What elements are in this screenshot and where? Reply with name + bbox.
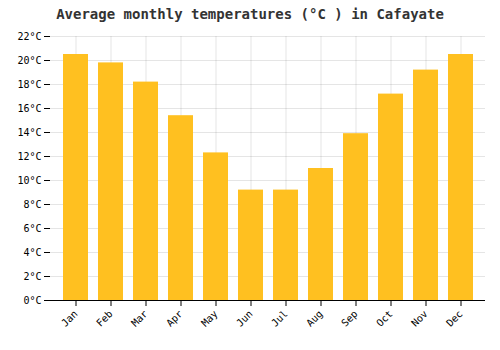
- svg-text:Jul: Jul: [269, 308, 290, 329]
- svg-text:22°C: 22°C: [17, 31, 41, 42]
- svg-text:Sep: Sep: [339, 308, 360, 329]
- svg-text:8°C: 8°C: [23, 199, 41, 210]
- svg-text:12°C: 12°C: [17, 151, 41, 162]
- svg-text:4°C: 4°C: [23, 247, 41, 258]
- html-text:Average monthly temperatures (: Average monthly temperatures (°C ) in Ca…: [56, 6, 444, 22]
- svg-text:Jun: Jun: [234, 308, 255, 329]
- svg-text:16°C: 16°C: [17, 103, 41, 114]
- svg-text:May: May: [199, 308, 220, 329]
- svg-text:Aug: Aug: [304, 308, 325, 329]
- svg-text:10°C: 10°C: [17, 175, 41, 186]
- svg-text:6°C: 6°C: [23, 223, 41, 234]
- svg-text:Jan: Jan: [59, 308, 80, 329]
- svg-text:Nov: Nov: [409, 308, 430, 329]
- svg-text:Apr: Apr: [164, 308, 185, 329]
- svg-text:Mar: Mar: [129, 308, 150, 329]
- svg-text:20°C: 20°C: [17, 55, 41, 66]
- svg-text:18°C: 18°C: [17, 79, 41, 90]
- svg-text:14°C: 14°C: [17, 127, 41, 138]
- svg-text:Oct: Oct: [374, 308, 395, 329]
- svg-text:0°C: 0°C: [23, 295, 41, 306]
- svg-text:2°C: 2°C: [23, 271, 41, 282]
- svg-text:Feb: Feb: [94, 308, 115, 329]
- svg-text:Dec: Dec: [444, 308, 465, 329]
